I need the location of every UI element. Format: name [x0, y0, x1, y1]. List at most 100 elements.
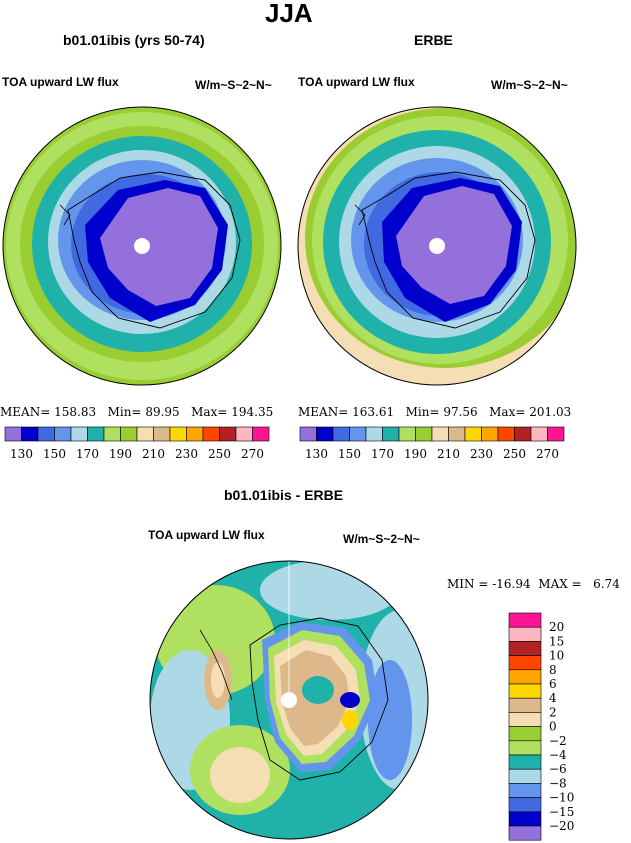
- min-label: Min=: [405, 405, 440, 419]
- map-border-model: [2, 106, 282, 386]
- colorbar-swatch: [415, 426, 433, 442]
- colorbar-tick-label: 230: [470, 447, 493, 461]
- colorbar-tick-label: −4: [549, 748, 567, 762]
- colorbar-tick-label: −2: [549, 734, 567, 748]
- colorbar-swatch: [202, 426, 220, 442]
- colorbar-swatch: [70, 426, 88, 442]
- colorbar-tick-label: 150: [43, 447, 66, 461]
- colorbar-model: 130 150 170 190 210 230 250 270: [4, 426, 270, 461]
- colorbar-tick-label: 170: [371, 447, 394, 461]
- panel-erbe-heading: ERBE: [414, 32, 453, 48]
- figure-title: JJA: [265, 0, 313, 28]
- colorbar-swatch: [508, 825, 542, 841]
- max-value: 194.35: [231, 405, 274, 419]
- colorbar-swatch: [508, 740, 542, 756]
- panel-model-units: W/m~S~2~N~: [195, 78, 272, 92]
- colorbar-tick-label: 250: [208, 447, 231, 461]
- colorbar-tick-label: 170: [76, 447, 99, 461]
- colorbar-tick-label: 270: [241, 447, 264, 461]
- colorbar-tick-label: 20: [549, 620, 564, 634]
- colorbar-swatch: [54, 426, 72, 442]
- colorbar-swatch: [530, 426, 548, 442]
- panel-model-heading: b01.01ibis (yrs 50-74): [63, 32, 205, 48]
- colorbar-swatch: [514, 426, 532, 442]
- colorbar-tick-label: −6: [549, 762, 567, 776]
- colorbar-erbe: 130 150 170 190 210 230 250 270: [299, 426, 565, 461]
- mean-label: MEAN=: [0, 405, 51, 419]
- colorbar-tick-label: 2: [549, 705, 557, 719]
- colorbar-swatch: [508, 783, 542, 798]
- colorbar-swatch: [508, 669, 542, 685]
- colorbar-swatch: [481, 426, 499, 442]
- colorbar-swatch: [508, 712, 542, 727]
- colorbar-swatch: [136, 426, 154, 442]
- map-border-erbe: [297, 106, 577, 386]
- map-panel-difference: [150, 561, 428, 839]
- colorbar-tick-label: 150: [338, 447, 361, 461]
- panel-model-stats: MEAN= 158.83 Min= 89.95 Max= 194.35: [0, 405, 273, 419]
- max-label: MAX =: [538, 577, 582, 591]
- colorbar-tick-label: −10: [549, 791, 574, 805]
- colorbar-tick-label: 190: [109, 447, 132, 461]
- colorbar-swatch: [235, 426, 253, 442]
- colorbar-swatch: [186, 426, 204, 442]
- colorbar-swatch: [448, 426, 466, 442]
- panel-erbe-stats: MEAN= 163.61 Min= 97.56 Max= 201.03: [298, 405, 571, 419]
- max-label: Max=: [191, 405, 228, 419]
- colorbar-swatch: [21, 426, 39, 442]
- colorbar-tick-label: −15: [549, 805, 574, 819]
- colorbar-swatch: [464, 426, 482, 442]
- colorbar-swatch: [508, 726, 542, 742]
- colorbar-tick-label: 130: [305, 447, 328, 461]
- colorbar-swatch: [497, 426, 515, 442]
- colorbar-tick-label: 8: [549, 663, 557, 677]
- colorbar-tick-label: 250: [503, 447, 526, 461]
- panel-erbe-units: W/m~S~2~N~: [491, 78, 568, 92]
- colorbar-swatch: [508, 683, 542, 699]
- difference-stats: MIN = -16.94 MAX = 6.74: [447, 577, 620, 591]
- panel-model-variable: TOA upward LW flux: [2, 75, 119, 89]
- colorbar-swatch: [508, 626, 542, 642]
- min-value: 89.95: [145, 405, 180, 419]
- colorbar-swatch: [153, 426, 171, 442]
- difference-variable: TOA upward LW flux: [148, 528, 265, 542]
- colorbar-swatch: [349, 426, 367, 442]
- min-value: 97.56: [443, 405, 478, 419]
- colorbar-swatch: [431, 426, 449, 442]
- min-label: MIN =: [447, 577, 489, 591]
- difference-heading: b01.01ibis - ERBE: [224, 487, 344, 503]
- colorbar-swatch: [508, 811, 542, 827]
- max-value: 6.74: [593, 577, 620, 591]
- colorbar-tick-label: 190: [404, 447, 427, 461]
- max-value: 201.03: [529, 405, 572, 419]
- colorbar-swatch: [4, 426, 22, 442]
- min-label: Min=: [107, 405, 142, 419]
- colorbar-swatch: [508, 612, 542, 628]
- colorbar-tick-label: 210: [142, 447, 165, 461]
- colorbar-tick-label: 270: [536, 447, 559, 461]
- colorbar-swatch: [37, 426, 55, 442]
- colorbar-tick-label: 130: [10, 447, 33, 461]
- colorbar-swatch: [508, 754, 542, 770]
- panel-erbe-variable: TOA upward LW flux: [298, 75, 415, 89]
- colorbar-swatch: [382, 426, 400, 442]
- colorbar-swatch: [299, 426, 317, 442]
- colorbar-tick-label: 10: [549, 649, 564, 663]
- colorbar-swatch: [365, 426, 383, 442]
- colorbar-tick-label: 230: [175, 447, 198, 461]
- colorbar-swatch: [508, 697, 542, 713]
- difference-units: W/m~S~2~N~: [343, 532, 420, 546]
- colorbar-tick-label: 4: [549, 691, 557, 705]
- colorbar-swatch: [508, 641, 542, 656]
- colorbar-swatch: [219, 426, 237, 442]
- colorbar-swatch: [547, 426, 565, 442]
- colorbar-tick-label: 15: [549, 634, 564, 648]
- colorbar-swatch: [332, 426, 350, 442]
- colorbar-tick-label: 0: [549, 720, 557, 734]
- colorbar-tick-label: 6: [549, 677, 557, 691]
- colorbar-swatch: [508, 655, 542, 671]
- colorbar-swatch: [316, 426, 334, 442]
- mean-value: 163.61: [352, 405, 395, 419]
- colorbar-swatch: [120, 426, 138, 442]
